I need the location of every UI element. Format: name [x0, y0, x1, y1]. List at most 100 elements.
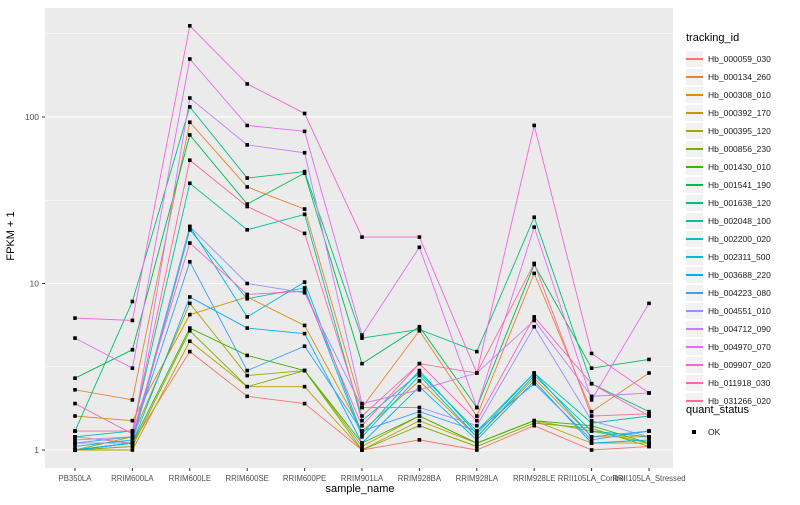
- data-point: [188, 120, 192, 125]
- legend-item-Hb_002311_500: Hb_002311_500: [686, 248, 800, 266]
- data-point: [360, 448, 364, 452]
- data-point: [647, 301, 651, 306]
- data-point: [417, 371, 422, 375]
- data-point: [647, 391, 651, 395]
- data-point: [130, 444, 135, 449]
- data-point: [360, 405, 364, 410]
- legend-item-label: Hb_004712_090: [708, 324, 771, 334]
- legend-key-line: [686, 69, 703, 85]
- data-point: [417, 368, 422, 373]
- data-point: [188, 105, 192, 109]
- legend-key-line: [686, 213, 703, 229]
- data-point: [245, 123, 249, 128]
- data-point: [130, 438, 135, 442]
- data-point: [245, 202, 249, 206]
- legend-item-label: Hb_000392_170: [708, 108, 771, 118]
- data-point: [73, 429, 77, 433]
- legend-key-line: [686, 51, 703, 67]
- data-point: [188, 57, 192, 61]
- data-point: [417, 245, 422, 250]
- x-tick-label: RRIM928BA: [398, 474, 442, 483]
- legend-item-Hb_000308_010: Hb_000308_010: [686, 86, 800, 104]
- data-point: [532, 215, 536, 220]
- data-point: [73, 448, 77, 452]
- legend-item-Hb_004712_090: Hb_004712_090: [686, 320, 800, 338]
- data-point: [647, 409, 651, 414]
- data-point: [417, 414, 422, 418]
- data-point: [532, 381, 536, 386]
- data-point: [589, 394, 594, 399]
- data-point: [245, 176, 249, 180]
- data-point: [647, 371, 651, 375]
- data-point: [475, 429, 479, 433]
- legend-item-label: Hb_002200_020: [708, 234, 771, 244]
- data-point: [360, 435, 364, 439]
- data-point: [475, 448, 479, 452]
- data-point: [188, 224, 192, 229]
- data-point: [532, 421, 536, 425]
- legend-item-Hb_000856_230: Hb_000856_230: [686, 140, 800, 158]
- legend-tracking-id: tracking_id Hb_000059_030 Hb_000134_260 Hb…: [684, 32, 800, 410]
- data-point: [360, 401, 364, 406]
- legend-item-label: Hb_000395_120: [708, 126, 771, 136]
- data-point: [532, 418, 536, 423]
- data-point: [417, 379, 422, 383]
- legend-item-Hb_002200_020: Hb_002200_020: [686, 230, 800, 248]
- legend-key-line: [686, 141, 703, 157]
- data-point: [647, 411, 651, 416]
- legend-key-line: [686, 105, 703, 121]
- data-point: [130, 429, 135, 433]
- data-point: [647, 429, 651, 433]
- legend-item-label: Hb_004970_070: [708, 342, 771, 352]
- data-point: [302, 384, 307, 389]
- data-point: [188, 259, 192, 264]
- legend-item-Hb_001541_190: Hb_001541_190: [686, 176, 800, 194]
- data-point: [475, 349, 479, 354]
- data-point: [475, 418, 479, 423]
- legend-key-line: [686, 195, 703, 211]
- data-point: [417, 327, 422, 332]
- data-point: [475, 435, 479, 439]
- legend-item-label: Hb_000308_010: [708, 90, 771, 100]
- data-point: [302, 331, 307, 336]
- data-point: [302, 111, 307, 116]
- legend-item-Hb_009907_020: Hb_009907_020: [686, 356, 800, 374]
- legend2-items: OK: [684, 422, 800, 442]
- legend-item-label: Hb_001541_190: [708, 180, 771, 190]
- data-point: [532, 371, 536, 375]
- data-point: [245, 292, 249, 297]
- data-point: [647, 357, 651, 362]
- legend-key-line: [686, 267, 703, 283]
- data-point: [417, 235, 422, 239]
- legend-item-label: Hb_011918_030: [708, 378, 771, 388]
- legend-item-Hb_004223_080: Hb_004223_080: [686, 284, 800, 302]
- legend-item-Hb_011918_030: Hb_011918_030: [686, 374, 800, 392]
- legend-item-Hb_002048_100: Hb_002048_100: [686, 212, 800, 230]
- data-point: [188, 228, 192, 232]
- data-point: [417, 361, 422, 366]
- data-point: [647, 435, 651, 439]
- data-point: [589, 426, 594, 431]
- data-point: [532, 261, 536, 266]
- data-point: [647, 414, 651, 418]
- data-point: [302, 323, 307, 328]
- data-point: [130, 318, 135, 323]
- data-point: [532, 225, 536, 229]
- legend-key-line: [686, 375, 703, 391]
- data-point: [130, 435, 135, 439]
- legend-item-Hb_000134_260: Hb_000134_260: [686, 68, 800, 86]
- legend-key-line: [686, 321, 703, 337]
- legend-key-line: [686, 339, 703, 355]
- legend-item-label: Hb_004551_010: [708, 306, 771, 316]
- data-point: [417, 409, 422, 414]
- legend-item-Hb_000392_170: Hb_000392_170: [686, 104, 800, 122]
- legend-item-Hb_000395_120: Hb_000395_120: [686, 122, 800, 140]
- legend-key-line: [686, 285, 703, 301]
- data-point: [245, 185, 249, 189]
- data-point: [302, 207, 307, 211]
- data-point: [188, 326, 192, 330]
- legend-item-label: OK: [708, 427, 721, 437]
- data-point: [302, 150, 307, 155]
- x-tick-label: RRIM600PE: [283, 474, 326, 483]
- data-point: [589, 438, 594, 442]
